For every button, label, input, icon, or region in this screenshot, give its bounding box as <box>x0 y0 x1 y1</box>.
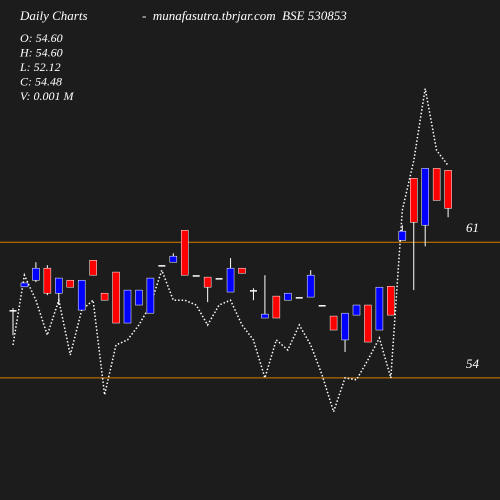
candle-body <box>318 305 326 307</box>
candle-body <box>261 313 269 319</box>
chart-title: Daily Charts <box>19 8 88 23</box>
candle-body <box>295 297 303 299</box>
candle-body <box>398 230 407 241</box>
trend-line <box>12 88 449 415</box>
candle-body <box>192 275 200 277</box>
ohlc-info: V: 0.001 M <box>20 89 75 103</box>
chart-subtitle: - munafasutra.tbrjar.com BSE 530853 <box>142 8 347 23</box>
candle-body <box>432 168 441 201</box>
candle-body <box>341 312 349 341</box>
candle-body <box>444 170 452 209</box>
candle-body <box>238 267 246 274</box>
candle-body <box>89 260 97 276</box>
candle-body <box>146 277 155 314</box>
level-label: 54 <box>466 356 480 371</box>
candle-body <box>43 267 52 294</box>
candle-body <box>20 282 29 288</box>
candle-body <box>181 229 189 276</box>
candle-body <box>112 271 120 324</box>
candle-body <box>77 279 86 311</box>
level-label: 61 <box>466 220 479 235</box>
candle-body <box>32 267 40 281</box>
candle-body <box>410 178 418 223</box>
ohlc-info: H: 54.60 <box>19 46 63 60</box>
candle-body <box>203 276 212 288</box>
candle-body <box>169 255 178 263</box>
candle-body <box>9 310 17 312</box>
ohlc-info: O: 54.60 <box>20 31 63 45</box>
candle-body <box>215 278 223 280</box>
candle-body <box>135 289 143 306</box>
candle-body <box>66 279 74 288</box>
candle-body <box>387 285 395 316</box>
ohlc-info: L: 52.12 <box>19 60 61 74</box>
candle-body <box>306 274 315 298</box>
candle-body <box>284 292 292 301</box>
candle-body <box>226 267 235 293</box>
candle-body <box>249 290 257 292</box>
candle-body <box>421 168 429 226</box>
candle-body <box>375 286 384 331</box>
candle-body <box>55 277 63 294</box>
candle-body <box>352 304 361 316</box>
candle-body <box>364 304 372 343</box>
ohlc-info: C: 54.48 <box>20 75 62 89</box>
candle-body <box>100 292 109 301</box>
candle-body <box>123 289 132 324</box>
candle-body <box>329 315 338 331</box>
candle-body <box>272 295 281 319</box>
candle-body <box>158 265 166 267</box>
